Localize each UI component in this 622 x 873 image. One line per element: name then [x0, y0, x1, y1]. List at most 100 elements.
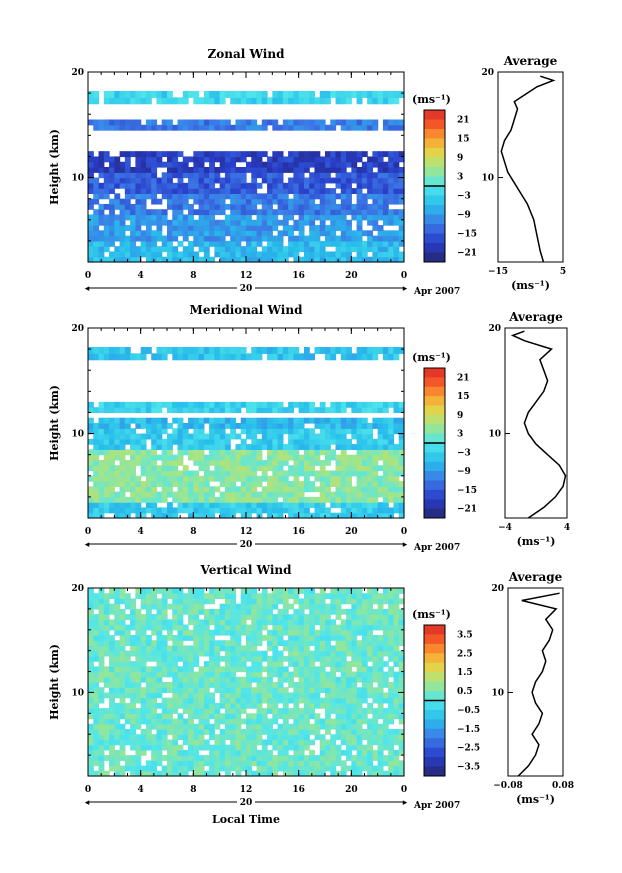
- heat-cell: [198, 635, 205, 641]
- heat-cell: [309, 640, 316, 647]
- heat-cell: [256, 697, 263, 704]
- heat-cell: [309, 97, 316, 105]
- heat-cell: [288, 167, 294, 173]
- heat-cell: [288, 246, 294, 253]
- heat-cell: [325, 687, 331, 694]
- heat-cell: [367, 182, 373, 189]
- heat-cell: [172, 167, 179, 173]
- heat-cell: [356, 428, 363, 435]
- heat-cell: [114, 770, 121, 777]
- heat-cell: [93, 444, 100, 450]
- heat-cell: [103, 449, 110, 456]
- heat-cell: [203, 417, 210, 424]
- heat-cell: [246, 119, 252, 126]
- heat-cell: [124, 161, 131, 168]
- heat-cell: [388, 161, 395, 168]
- heat-cell: [309, 198, 316, 205]
- heat-cell: [198, 449, 205, 456]
- heat-cell: [288, 470, 294, 477]
- heat-cell: [203, 407, 210, 414]
- heat-cell: [167, 438, 173, 445]
- heat-cell: [119, 119, 126, 126]
- heat-cell: [188, 423, 194, 429]
- heat-cell: [372, 240, 379, 247]
- heat-cell: [119, 512, 126, 519]
- heat-cell: [288, 235, 294, 242]
- heat-cell: [103, 177, 110, 184]
- heat-cell: [372, 739, 379, 746]
- heat-cell: [114, 603, 121, 610]
- heat-cell: [309, 203, 316, 210]
- heat-cell: [372, 225, 379, 231]
- heat-cell: [114, 219, 121, 226]
- heat-cell: [251, 198, 258, 205]
- heat-cell: [224, 407, 231, 414]
- heat-cell: [230, 401, 237, 408]
- heat-cell: [188, 734, 194, 741]
- heat-cell: [88, 729, 94, 735]
- heat-cell: [303, 465, 310, 472]
- heat-cell: [167, 702, 173, 709]
- heat-cell: [103, 193, 110, 200]
- heat-cell: [272, 588, 279, 594]
- heat-cell: [351, 353, 358, 361]
- heat-cell: [351, 603, 358, 610]
- heat-cell: [203, 645, 210, 652]
- heat-cell: [293, 760, 300, 767]
- heat-cell: [172, 749, 179, 756]
- heat-cell: [372, 177, 379, 184]
- heat-cell: [372, 444, 379, 450]
- heat-cell: [124, 629, 131, 636]
- heat-cell: [109, 603, 115, 610]
- heat-cell: [372, 619, 379, 626]
- heat-cell: [161, 449, 168, 456]
- heat-cell: [256, 428, 263, 435]
- heat-cell: [109, 91, 115, 98]
- heat-cell: [261, 666, 268, 673]
- heat-cell: [377, 619, 384, 626]
- heat-cell: [325, 645, 331, 652]
- heat-cell: [188, 666, 194, 673]
- heat-cell: [303, 214, 310, 221]
- heat-cell: [167, 219, 173, 226]
- heat-cell: [145, 671, 152, 678]
- heat-cell: [140, 507, 147, 514]
- heat-cell: [398, 251, 405, 258]
- heat-cell: [246, 765, 252, 772]
- heat-cell: [309, 739, 316, 746]
- heat-cell: [356, 353, 363, 361]
- heat-cell: [277, 635, 284, 641]
- heat-cell: [145, 760, 152, 767]
- heat-cell: [230, 428, 237, 435]
- heat-cell: [188, 193, 194, 200]
- heat-cell: [367, 755, 373, 761]
- heat-cell: [346, 640, 352, 647]
- heat-cell: [219, 417, 226, 424]
- heat-cell: [130, 708, 136, 714]
- heat-cell: [203, 697, 210, 704]
- heat-cell: [382, 635, 389, 641]
- heat-cell: [393, 661, 400, 667]
- heat-cell: [224, 347, 231, 354]
- heat-cell: [193, 676, 200, 683]
- heat-cell: [214, 486, 221, 493]
- heat-cell: [240, 598, 247, 605]
- heat-cell: [393, 119, 400, 126]
- heat-cell: [145, 219, 152, 226]
- heat-cell: [351, 593, 358, 600]
- heat-cell: [398, 629, 405, 636]
- heat-cell: [93, 645, 100, 652]
- heat-cell: [214, 203, 221, 210]
- heat-cell: [282, 697, 289, 704]
- heatmap-cells: [88, 588, 405, 777]
- heat-cell: [314, 671, 321, 678]
- heat-cell: [298, 496, 305, 503]
- heat-cell: [230, 172, 237, 179]
- heat-cell: [119, 734, 126, 741]
- heat-cell: [256, 635, 263, 641]
- heat-cell: [145, 713, 152, 720]
- heat-cell: [177, 124, 184, 131]
- heat-cell: [361, 214, 368, 221]
- heat-cell: [182, 603, 189, 610]
- heat-cell: [288, 512, 294, 519]
